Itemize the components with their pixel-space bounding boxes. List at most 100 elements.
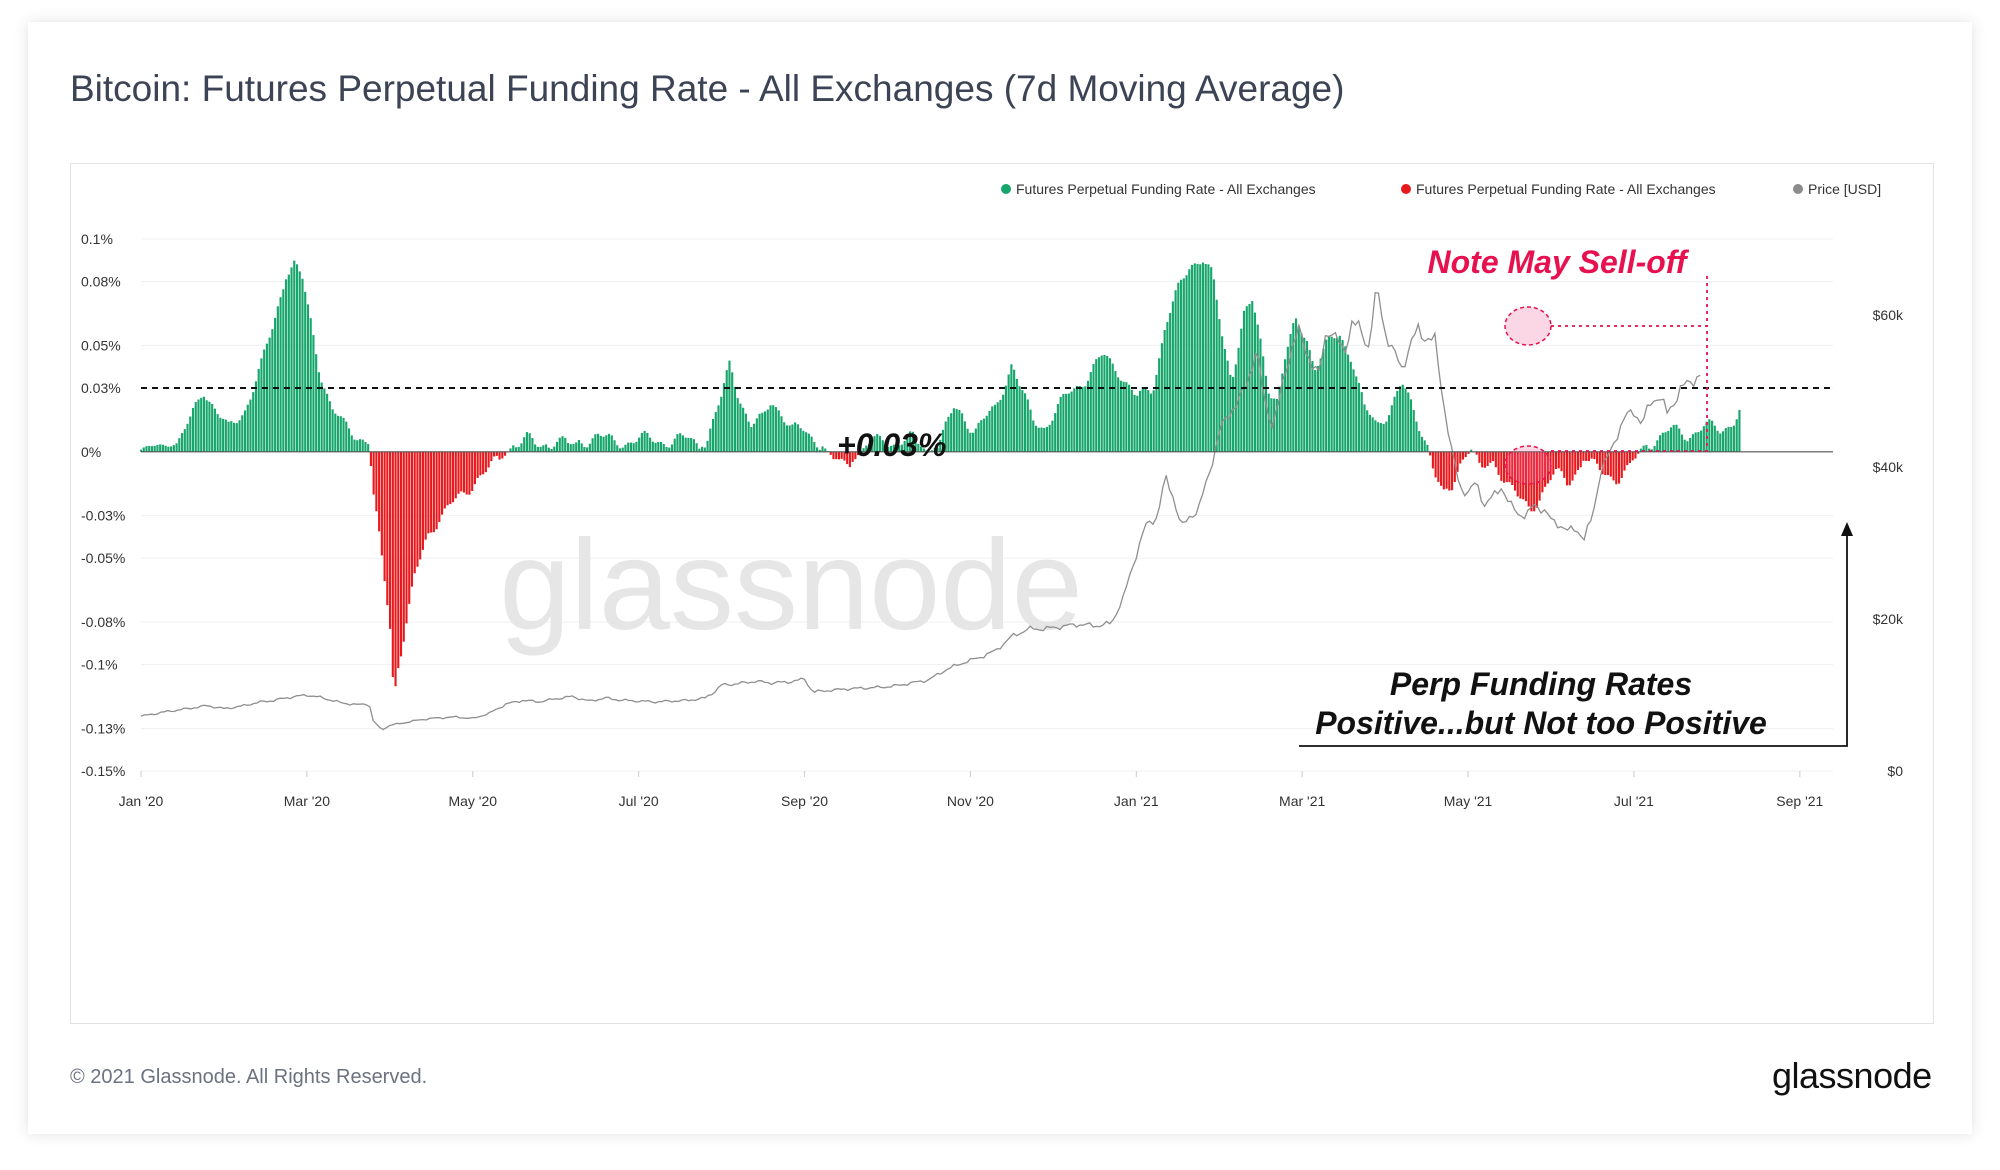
funding-bar-positive (246, 404, 249, 452)
funding-bar-positive (523, 437, 526, 452)
funding-bar-positive (1735, 419, 1738, 452)
funding-bar-positive (613, 440, 616, 452)
funding-bar-positive (1418, 431, 1421, 452)
funding-bar-positive (605, 435, 608, 452)
funding-bar-negative (829, 451, 832, 455)
funding-bar-positive (1407, 392, 1410, 452)
funding-bar-positive (1382, 423, 1385, 452)
funding-bar-positive (1210, 267, 1213, 452)
funding-bar-positive (1199, 264, 1202, 452)
funding-bar-positive (241, 415, 244, 452)
funding-bar-positive (1029, 409, 1032, 452)
funding-bar-negative (1478, 451, 1481, 463)
funding-bar-positive (545, 444, 548, 452)
funding-bar-positive (553, 446, 556, 452)
funding-bar-positive (1642, 445, 1645, 452)
funding-bar-positive (1659, 435, 1662, 452)
funding-bar-negative (446, 451, 449, 506)
funding-bar-positive (1259, 338, 1262, 452)
y-right-tick-label: $40k (1873, 459, 1904, 475)
funding-bar-positive (558, 437, 561, 452)
funding-bar-positive (1344, 346, 1347, 452)
funding-bar-positive (1336, 337, 1339, 452)
funding-bar-positive (1661, 432, 1664, 452)
funding-bar-positive (985, 415, 988, 452)
funding-bar-positive (813, 441, 816, 452)
funding-bar-positive (1694, 432, 1697, 452)
funding-bar-positive (739, 403, 742, 452)
legend[interactable]: Futures Perpetual Funding Rate - All Exc… (1001, 181, 1881, 197)
funding-bar-positive (1719, 433, 1722, 452)
funding-bar-positive (342, 417, 345, 452)
funding-bar-positive (1721, 431, 1725, 452)
legend-label[interactable]: Price [USD] (1808, 181, 1881, 197)
funding-bar-negative (1606, 451, 1610, 476)
funding-bar-positive (711, 418, 715, 452)
funding-bar-positive (1716, 430, 1719, 452)
funding-bar-positive (211, 403, 214, 452)
funding-bar-negative (1544, 451, 1547, 487)
funding-bar-positive (681, 435, 685, 452)
funding-bar-positive (1284, 359, 1287, 452)
legend-label[interactable]: Futures Perpetual Funding Rate - All Exc… (1416, 181, 1716, 197)
funding-bar-positive (183, 429, 186, 452)
funding-bar-negative (1442, 451, 1445, 490)
funding-bars (139, 260, 1741, 687)
funding-bar-positive (988, 410, 991, 452)
funding-bar-negative (1557, 451, 1560, 469)
funding-bar-positive (312, 335, 315, 452)
funding-bar-positive (1398, 386, 1402, 452)
funding-bar-positive (763, 411, 767, 452)
funding-bar-positive (1144, 386, 1147, 452)
funding-bar-positive (1076, 386, 1079, 452)
funding-bar-positive (810, 436, 813, 452)
y-left-tick-label: -0.13% (81, 720, 125, 736)
funding-bar-positive (1420, 436, 1424, 452)
funding-bar-negative (1486, 451, 1489, 467)
funding-bar-positive (1713, 425, 1716, 452)
funding-bar-positive (1193, 263, 1196, 452)
funding-bar-negative (435, 451, 438, 530)
perp-funding-annotation-line2: Positive...but Not too Positive (1315, 705, 1767, 741)
funding-bar-positive (690, 438, 693, 452)
funding-bar-positive (865, 445, 868, 452)
funding-bar-positive (298, 271, 301, 452)
y-left-tick-label: 0.08% (81, 274, 121, 290)
funding-bar-positive (602, 436, 605, 452)
funding-bar-positive (1319, 358, 1322, 452)
funding-bar-positive (583, 447, 586, 452)
funding-bar-negative (1560, 451, 1563, 472)
funding-bar-positive (914, 437, 917, 452)
funding-bar-positive (320, 382, 323, 452)
funding-bar-positive (591, 438, 594, 452)
funding-bar-positive (1051, 420, 1054, 452)
funding-bar-positive (1385, 421, 1388, 452)
funding-bar-positive (936, 447, 939, 452)
funding-bar-positive (194, 402, 197, 452)
funding-bar-negative (1582, 451, 1585, 461)
funding-bar-positive (900, 444, 903, 452)
legend-marker (1793, 184, 1803, 194)
x-tick-label: Sep '20 (781, 793, 828, 809)
funding-bar-positive (1656, 440, 1659, 452)
funding-bar-positive (1401, 384, 1404, 452)
funding-bar-negative (443, 451, 446, 509)
funding-bar-positive (1141, 387, 1144, 452)
funding-bar-negative (835, 451, 838, 460)
funding-bar-negative (1524, 451, 1528, 502)
funding-bar-negative (1461, 451, 1465, 460)
funding-bar-positive (197, 399, 200, 452)
funding-bar-positive (1689, 437, 1692, 452)
funding-bar-positive (692, 439, 695, 452)
funding-bar-positive (742, 407, 745, 452)
funding-bar-positive (1136, 395, 1139, 452)
funding-bar-positive (657, 442, 660, 452)
funding-bar-positive (1138, 390, 1142, 452)
funding-bar-positive (1122, 381, 1125, 452)
brand-logo[interactable]: glassnode (1772, 1055, 1932, 1096)
funding-bar-negative (378, 451, 381, 532)
legend-label[interactable]: Futures Perpetual Funding Rate - All Exc… (1016, 181, 1316, 197)
funding-bar-positive (525, 432, 528, 452)
funding-bar-positive (1390, 405, 1393, 452)
funding-bar-negative (840, 451, 843, 459)
